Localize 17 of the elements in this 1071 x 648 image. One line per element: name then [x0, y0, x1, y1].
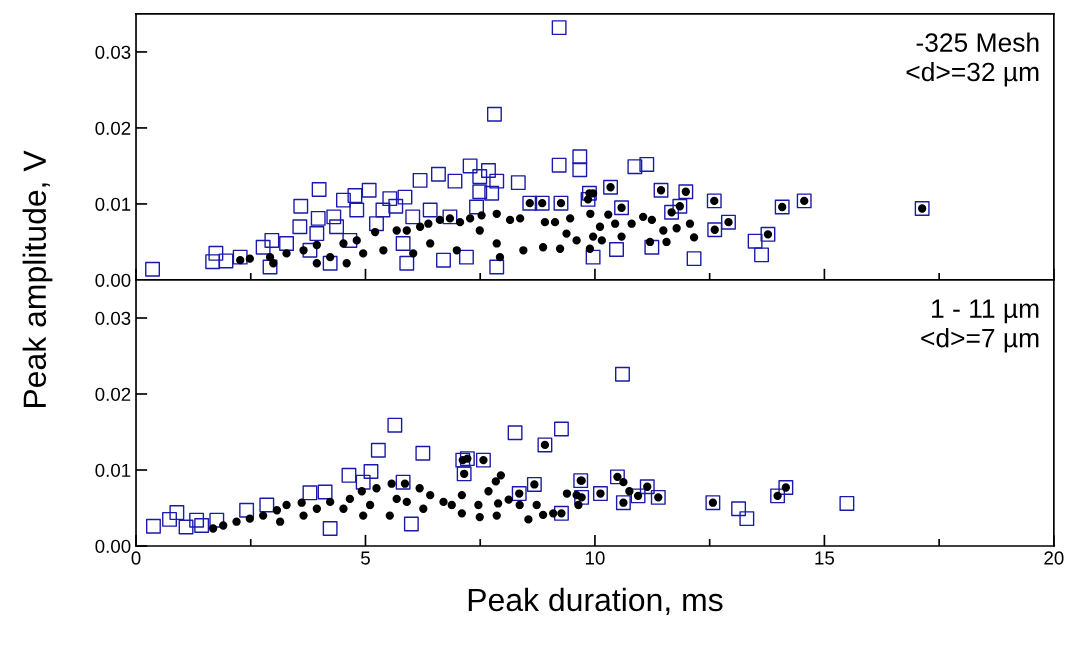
y-tick-label: 0.03 [95, 311, 131, 325]
x-tick-label: 5 [361, 551, 370, 565]
x-tick-label: 15 [815, 551, 835, 565]
x-tick-label: 20 [1044, 551, 1064, 565]
x-axis-title: Peak duration, ms [468, 587, 723, 616]
annotation: 1 - 11 µm <d>=7 µm [921, 299, 1039, 353]
y-tick-label: 0.03 [95, 45, 131, 59]
y-tick-label: 0.02 [95, 121, 131, 135]
y-axis-title: Peak amplitude, V [22, 150, 53, 407]
x-tick-label: 0 [131, 551, 141, 565]
y-tick-label: 0.01 [95, 197, 131, 211]
x-tick-label: 10 [585, 551, 605, 565]
y-tick-label: 0.00 [95, 273, 131, 287]
y-tick-label: 0.01 [95, 463, 131, 477]
annotation: -325 Mesh <d>=32 µm [906, 32, 1039, 87]
y-tick-label: 0.00 [95, 539, 131, 553]
y-tick-label: 0.02 [95, 387, 131, 401]
